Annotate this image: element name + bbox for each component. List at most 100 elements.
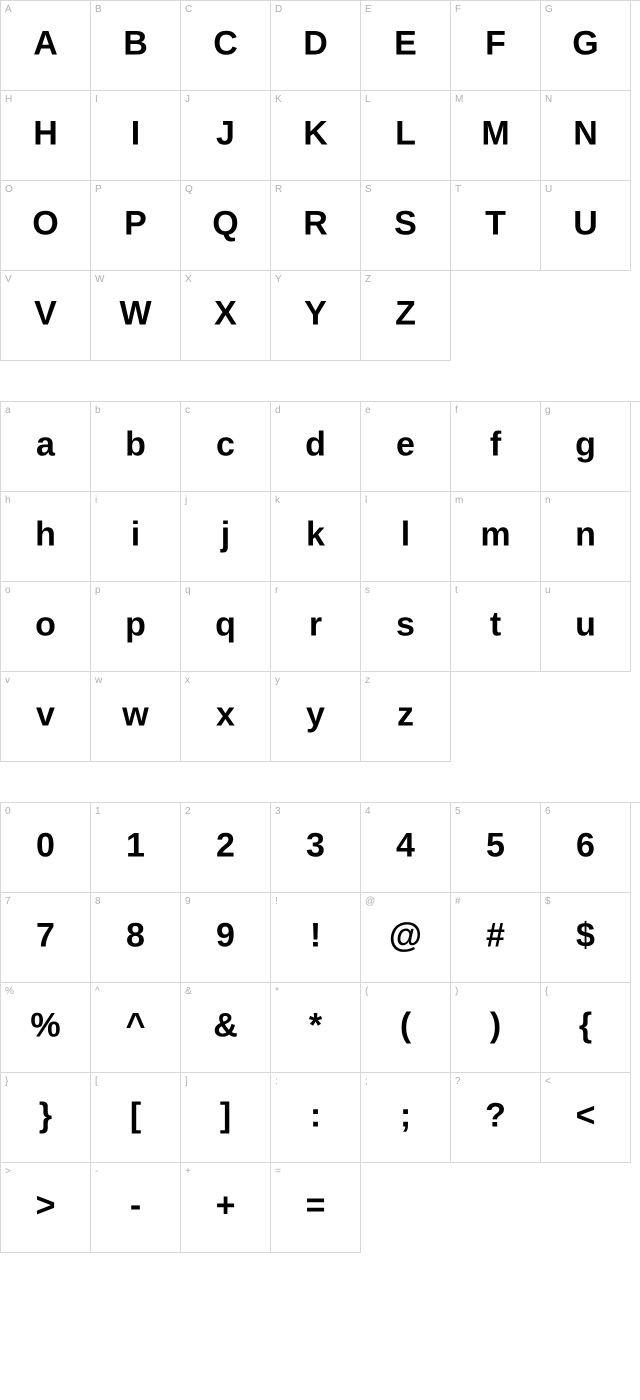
glyph-label: + xyxy=(185,1166,191,1177)
glyph-label: Q xyxy=(185,184,193,195)
glyph-display: B xyxy=(123,24,148,63)
glyph-display: R xyxy=(303,204,328,243)
glyph-cell: ee xyxy=(361,402,451,492)
glyph-cell: (( xyxy=(361,983,451,1073)
glyph-cell: AA xyxy=(1,1,91,91)
glyph-grid: 00112233445566778899!!@@##$$%%^^&&**(())… xyxy=(0,802,640,1253)
glyph-cell: CC xyxy=(181,1,271,91)
glyph-cell: bb xyxy=(91,402,181,492)
glyph-display: N xyxy=(573,114,598,153)
glyph-display: v xyxy=(36,695,55,734)
glyph-display: A xyxy=(33,24,58,63)
glyph-label: P xyxy=(95,184,102,195)
glyph-cell: rr xyxy=(271,582,361,672)
glyph-label: G xyxy=(545,4,553,15)
glyph-label: h xyxy=(5,495,11,506)
glyph-display: L xyxy=(395,114,416,153)
glyph-label: S xyxy=(365,184,372,195)
character-map-root: AABBCCDDEEFFGGHHIIJJKKLLMMNNOOPPQQRRSSTT… xyxy=(0,0,640,1253)
glyph-cell: ss xyxy=(361,582,451,672)
glyph-label: ^ xyxy=(95,986,100,997)
glyph-label: 0 xyxy=(5,806,11,817)
glyph-cell: ;; xyxy=(361,1073,451,1163)
empty-cell xyxy=(541,271,631,361)
glyph-display: w xyxy=(122,695,148,734)
glyph-label: I xyxy=(95,94,98,105)
glyph-display: Q xyxy=(212,204,238,243)
glyph-cell: LL xyxy=(361,91,451,181)
glyph-label: ? xyxy=(455,1076,461,1087)
glyph-cell: DD xyxy=(271,1,361,91)
glyph-cell: FF xyxy=(451,1,541,91)
glyph-display: g xyxy=(575,425,596,464)
glyph-label: p xyxy=(95,585,101,596)
glyph-display: m xyxy=(480,515,510,554)
glyph-cell: pp xyxy=(91,582,181,672)
glyph-cell: 55 xyxy=(451,803,541,893)
glyph-cell: jj xyxy=(181,492,271,582)
glyph-display: ] xyxy=(220,1096,231,1135)
glyph-display: K xyxy=(303,114,328,153)
glyph-label: # xyxy=(455,896,461,907)
glyph-label: ] xyxy=(185,1076,188,1087)
glyph-cell: dd xyxy=(271,402,361,492)
glyph-label: 7 xyxy=(5,896,11,907)
glyph-section-2: 00112233445566778899!!@@##$$%%^^&&**(())… xyxy=(0,802,640,1253)
glyph-label: W xyxy=(95,274,104,285)
glyph-cell: )) xyxy=(451,983,541,1073)
glyph-display: i xyxy=(131,515,140,554)
empty-cell xyxy=(361,1163,451,1253)
glyph-cell: ii xyxy=(91,492,181,582)
glyph-cell: aa xyxy=(1,402,91,492)
glyph-cell: uu xyxy=(541,582,631,672)
glyph-label: 9 xyxy=(185,896,191,907)
glyph-label: y xyxy=(275,675,280,686)
glyph-label: - xyxy=(95,1166,98,1177)
glyph-cell: tt xyxy=(451,582,541,672)
glyph-label: N xyxy=(545,94,552,105)
glyph-cell: ++ xyxy=(181,1163,271,1253)
glyph-label: J xyxy=(185,94,190,105)
glyph-display: + xyxy=(216,1186,236,1225)
glyph-display: j xyxy=(221,515,230,554)
glyph-display: ? xyxy=(485,1096,506,1135)
glyph-display: p xyxy=(125,605,146,644)
glyph-label: M xyxy=(455,94,463,105)
glyph-label: t xyxy=(455,585,458,596)
glyph-display: = xyxy=(306,1186,326,1225)
glyph-display: * xyxy=(309,1006,322,1045)
glyph-cell: QQ xyxy=(181,181,271,271)
glyph-display: % xyxy=(30,1006,60,1045)
glyph-label: q xyxy=(185,585,191,596)
glyph-display: @ xyxy=(389,916,422,955)
glyph-display: [ xyxy=(130,1096,141,1135)
glyph-label: A xyxy=(5,4,12,15)
glyph-label: T xyxy=(455,184,461,195)
glyph-display: l xyxy=(401,515,410,554)
glyph-display: ^ xyxy=(126,1006,146,1045)
glyph-display: V xyxy=(34,294,57,333)
glyph-cell: << xyxy=(541,1073,631,1163)
glyph-display: 3 xyxy=(306,826,325,865)
glyph-label: ; xyxy=(365,1076,368,1087)
glyph-cell: qq xyxy=(181,582,271,672)
glyph-display: O xyxy=(32,204,58,243)
glyph-display: T xyxy=(485,204,506,243)
empty-cell xyxy=(451,271,541,361)
glyph-cell: ZZ xyxy=(361,271,451,361)
glyph-cell: }} xyxy=(1,1073,91,1163)
glyph-cell: KK xyxy=(271,91,361,181)
glyph-label: u xyxy=(545,585,551,596)
glyph-label: } xyxy=(5,1076,8,1087)
glyph-label: c xyxy=(185,405,190,416)
glyph-display: c xyxy=(216,425,235,464)
glyph-cell: ff xyxy=(451,402,541,492)
glyph-display: & xyxy=(213,1006,238,1045)
glyph-label: % xyxy=(5,986,14,997)
glyph-label: [ xyxy=(95,1076,98,1087)
glyph-cell: hh xyxy=(1,492,91,582)
glyph-display: D xyxy=(303,24,328,63)
glyph-cell: !! xyxy=(271,893,361,983)
glyph-display: S xyxy=(394,204,417,243)
glyph-label: r xyxy=(275,585,278,596)
